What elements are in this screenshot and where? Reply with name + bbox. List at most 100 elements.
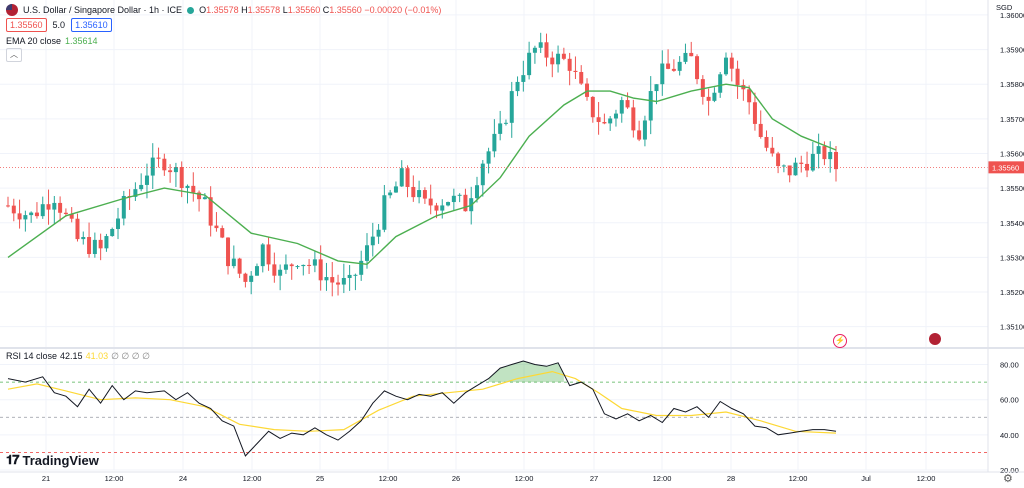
candle-body	[336, 282, 341, 285]
symbol-legend: U.S. Dollar / Singapore Dollar · 1h · IC…	[6, 4, 441, 16]
rsi-y-tick-label: 60.00	[1000, 396, 1019, 405]
candle-body	[58, 202, 63, 213]
candle-body	[654, 84, 659, 92]
ohlc-values: O1.35578 H1.35578 L1.35560 C1.35560 −0.0…	[199, 5, 442, 15]
candle-body	[810, 153, 815, 171]
candle-body	[347, 274, 352, 278]
candle-body	[509, 91, 514, 123]
candle-body	[324, 277, 329, 281]
x-tick-label: 12:00	[789, 474, 808, 483]
y-tick-label: 1.35300	[1000, 253, 1024, 262]
collapse-legend-button[interactable]: ︿	[6, 48, 22, 62]
ema-legend[interactable]: EMA 20 close 1.35614	[6, 36, 98, 46]
candle-body	[197, 192, 202, 200]
candle-body	[359, 260, 364, 275]
candle-body	[63, 212, 68, 214]
candle-body	[457, 194, 462, 196]
candle-body	[822, 146, 827, 160]
candle-body	[793, 162, 798, 176]
candle-body	[185, 185, 190, 188]
candle-body	[254, 266, 259, 276]
candle-body	[590, 96, 595, 118]
candle-body	[550, 57, 555, 65]
rsi-line	[7, 360, 837, 457]
candle-body	[596, 117, 601, 123]
candle-body	[567, 58, 572, 71]
candle-body	[648, 91, 653, 121]
candle-body	[75, 218, 80, 240]
candle-body	[341, 277, 346, 285]
x-tick-label: 26	[452, 474, 460, 483]
x-tick-label: 12:00	[515, 474, 534, 483]
candle-body	[98, 239, 103, 249]
candle-body	[156, 157, 161, 159]
candle-body	[168, 170, 173, 173]
candle-body	[295, 266, 300, 268]
candle-body	[770, 147, 775, 154]
candle-body	[515, 81, 520, 92]
candle-body	[579, 72, 584, 84]
candle-body	[422, 190, 427, 199]
x-tick-label: 25	[316, 474, 324, 483]
candle-body	[139, 184, 144, 190]
sell-button[interactable]: 1.35560	[6, 18, 47, 32]
candle-body	[816, 146, 821, 154]
currency-label: SGD	[996, 3, 1013, 12]
candle-body	[17, 213, 22, 220]
candle-body	[781, 165, 786, 167]
candle-body	[706, 96, 711, 101]
candle-body	[237, 258, 242, 274]
candle-body	[799, 162, 804, 164]
candle-body	[249, 275, 254, 282]
last-price-label: 1.35560	[992, 163, 1019, 172]
candle-body	[417, 190, 422, 198]
candle-body	[729, 57, 734, 69]
x-tick-label: 12:00	[105, 474, 124, 483]
candle-body	[6, 205, 10, 207]
event-lightning-icon[interactable]: ⚡	[833, 334, 847, 348]
candle-body	[133, 189, 138, 197]
candle-body	[29, 212, 34, 216]
candle-body	[81, 237, 86, 240]
candle-body	[266, 244, 271, 265]
candle-body	[116, 218, 121, 229]
rsi-legend[interactable]: RSI 14 close 42.15 41.03 ∅ ∅ ∅ ∅	[6, 351, 150, 361]
candle-body	[121, 195, 126, 219]
candle-body	[712, 92, 717, 101]
candle-body	[532, 47, 537, 53]
y-tick-label: 1.35100	[1000, 323, 1024, 332]
candle-body	[764, 136, 769, 148]
candle-body	[405, 168, 410, 187]
buy-button[interactable]: 1.35610	[71, 18, 112, 32]
candle-body	[289, 264, 294, 267]
candle-body	[393, 186, 398, 193]
candle-body	[521, 75, 526, 82]
event-us-flag-icon[interactable]	[929, 333, 941, 345]
candle-body	[150, 157, 155, 176]
candle-body	[312, 259, 317, 266]
candle-body	[40, 204, 45, 217]
candle-body	[104, 236, 109, 249]
candle-body	[278, 269, 283, 276]
candle-body	[179, 167, 184, 188]
symbol-title[interactable]: U.S. Dollar / Singapore Dollar · 1h · IC…	[23, 5, 183, 15]
y-tick-label: 1.35900	[1000, 46, 1024, 55]
rsi-pane	[0, 360, 988, 457]
candle-body	[283, 264, 288, 270]
tradingview-logo[interactable]: 𝟏𝟕 TradingView	[6, 452, 99, 468]
rsi-y-tick-label: 20.00	[1000, 466, 1019, 475]
x-tick-label: 12:00	[243, 474, 262, 483]
candle-body	[301, 264, 306, 267]
candle-body	[747, 89, 752, 103]
candle-body	[411, 186, 416, 198]
candle-body	[561, 53, 566, 59]
candle-body	[480, 163, 485, 186]
candle-body	[364, 245, 369, 261]
candle-body	[451, 195, 456, 203]
candle-body	[110, 228, 115, 237]
settings-gear-icon[interactable]: ⚙	[1003, 473, 1013, 485]
candle-body	[752, 102, 757, 124]
x-tick-label: 28	[727, 474, 735, 483]
